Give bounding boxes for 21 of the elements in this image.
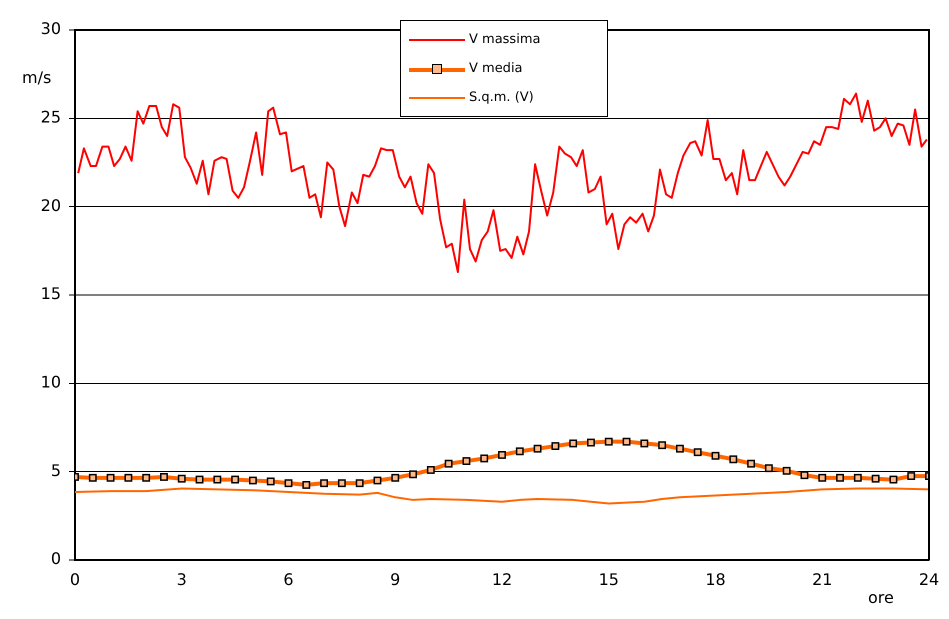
y-tick-label: 25	[40, 107, 61, 126]
x-tick-label: 12	[492, 570, 512, 589]
y-tick-label: 15	[40, 284, 61, 304]
legend-label: V media	[469, 61, 523, 76]
x-tick-label: 9	[390, 570, 400, 589]
x-tick-label: 6	[283, 570, 294, 589]
x-tick-label: 21	[812, 570, 832, 589]
y-axis-title: m/s	[22, 68, 52, 87]
legend-label: V massima	[469, 32, 540, 47]
x-tick-label: 15	[598, 570, 619, 589]
y-tick-label: 20	[40, 196, 61, 215]
x-tick-label: 3	[176, 570, 187, 589]
x-axis-title: ore	[868, 588, 894, 607]
x-tick-label: 18	[705, 570, 726, 589]
y-tick-label: 0	[50, 549, 61, 568]
x-tick-label: 0	[70, 570, 80, 589]
legend-label: S.q.m. (V)	[469, 90, 534, 105]
x-tick-label: 24	[918, 570, 940, 589]
y-tick-label: 10	[40, 372, 61, 392]
y-tick-label: 5	[50, 460, 61, 480]
y-tick-label: 30	[40, 19, 61, 38]
